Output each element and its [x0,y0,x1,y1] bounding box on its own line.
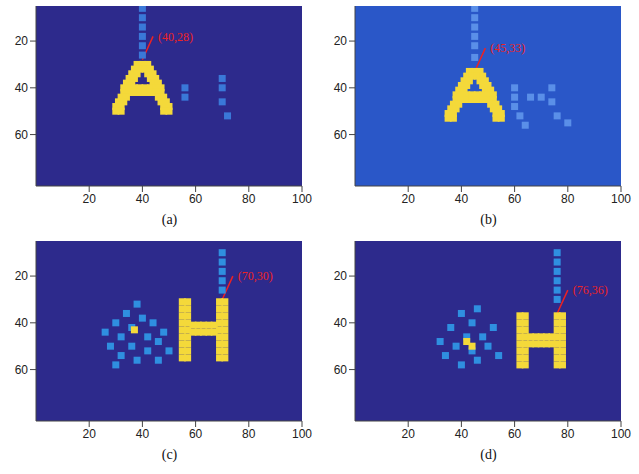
svg-text:80: 80 [242,427,256,441]
svg-text:(45,33): (45,33) [490,41,525,55]
svg-text:20: 20 [333,34,347,48]
html-text:(a): (a) [161,212,178,227]
svg-text:60: 60 [14,128,28,142]
svg-text:20: 20 [401,427,415,441]
svg-text:60: 60 [507,427,521,441]
svg-text:40: 40 [14,316,28,330]
svg-text:60: 60 [333,363,347,377]
svg-text:40: 40 [14,81,28,95]
svg-text:40: 40 [135,192,149,206]
svg-text:100: 100 [291,427,311,441]
svg-text:60: 60 [14,363,28,377]
svg-text:100: 100 [291,192,311,206]
svg-text:40: 40 [333,316,347,330]
svg-text:40: 40 [333,81,347,95]
svg-text:(70,30): (70,30) [237,269,272,283]
svg-text:80: 80 [561,192,575,206]
svg-text:40: 40 [454,192,468,206]
svg-text:20: 20 [401,192,415,206]
svg-text:100: 100 [610,192,630,206]
svg-text:(40,28): (40,28) [158,30,193,44]
html-text:(d): (d) [480,447,497,462]
svg-text:(76,36): (76,36) [572,283,607,297]
svg-text:20: 20 [14,269,28,283]
svg-text:80: 80 [561,427,575,441]
svg-text:60: 60 [507,192,521,206]
svg-text:80: 80 [242,192,256,206]
svg-text:20: 20 [82,427,96,441]
html-text:(c): (c) [161,447,178,462]
svg-text:60: 60 [188,427,202,441]
svg-text:20: 20 [82,192,96,206]
svg-text:20: 20 [14,34,28,48]
svg-text:60: 60 [188,192,202,206]
svg-text:100: 100 [610,427,630,441]
svg-text:60: 60 [333,128,347,142]
svg-text:40: 40 [135,427,149,441]
html-text:(b): (b) [480,212,497,227]
svg-text:20: 20 [333,269,347,283]
svg-text:40: 40 [454,427,468,441]
